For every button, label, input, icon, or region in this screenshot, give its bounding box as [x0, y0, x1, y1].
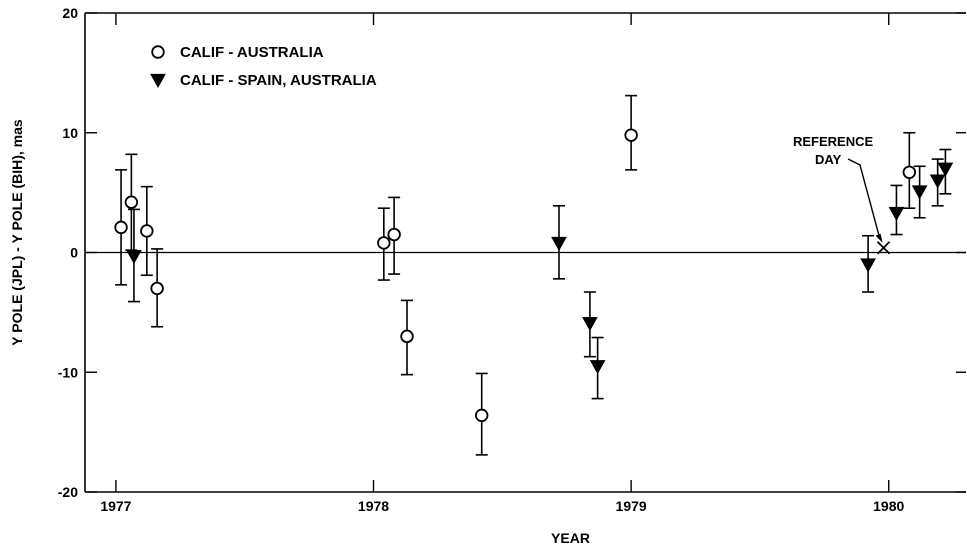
annotation-text: DAY	[815, 152, 842, 167]
y-tick-label: 20	[62, 5, 78, 21]
x-marker	[876, 241, 891, 255]
x-tick-label: 1978	[358, 498, 389, 514]
circle-marker	[624, 128, 638, 142]
circle-marker	[140, 224, 154, 238]
data-point	[582, 291, 598, 358]
annotation-arrow	[847, 158, 881, 238]
data-point	[902, 131, 917, 209]
x-tick-label: 1977	[100, 498, 131, 514]
y-axis-label: Y POLE (JPL) - Y POLE (BIH), mas	[9, 119, 25, 346]
data-point	[387, 196, 401, 275]
series-layer	[114, 94, 954, 456]
x-axis: 1977 1978 1979 1980	[100, 13, 904, 514]
circle-marker	[400, 329, 414, 344]
y-tick-label: -20	[58, 484, 78, 500]
data-point	[929, 158, 946, 207]
circle-marker	[475, 408, 489, 423]
circle-marker	[902, 165, 917, 179]
circle-marker	[387, 227, 401, 242]
triangle-marker	[888, 206, 905, 222]
circle-marker	[377, 236, 391, 250]
data-point	[937, 148, 954, 195]
data-point	[124, 153, 139, 251]
data-point	[377, 207, 391, 281]
legend-label: CALIF - SPAIN, AUSTRALIA	[180, 72, 377, 89]
x-tick-label: 1980	[873, 498, 904, 514]
annotation-arrowhead	[875, 233, 883, 243]
triangle-marker	[582, 317, 598, 332]
annotations: REFERENCE DAY	[793, 134, 891, 255]
data-point	[589, 336, 606, 400]
data-point	[475, 372, 489, 456]
legend-item: CALIF - AUSTRALIA	[151, 44, 324, 61]
circle-marker	[114, 220, 128, 235]
data-point	[400, 299, 414, 376]
y-axis: -20 -10 0 10 20	[58, 5, 966, 500]
y-tick-label: 0	[70, 245, 78, 261]
data-point	[140, 185, 154, 277]
legend-circle-icon	[151, 45, 165, 59]
triangle-marker	[929, 174, 946, 189]
legend-label: CALIF - AUSTRALIA	[180, 44, 324, 61]
triangle-marker	[937, 162, 954, 177]
triangle-marker	[551, 236, 567, 251]
data-point	[860, 234, 876, 293]
legend-item: CALIF - SPAIN, AUSTRALIA	[150, 72, 377, 89]
legend-triangle-icon	[150, 73, 166, 89]
annotation-text: REFERENCE	[793, 134, 874, 149]
triangle-marker	[589, 360, 606, 375]
y-tick-label: 10	[62, 125, 78, 141]
circle-marker	[124, 195, 139, 209]
legend: CALIF - AUSTRALIA CALIF - SPAIN, AUSTRALI…	[150, 44, 377, 89]
triangle-marker	[126, 249, 142, 265]
data-point	[624, 94, 638, 171]
series-2	[126, 148, 954, 400]
y-tick-label: -10	[58, 364, 78, 380]
series-1	[114, 94, 917, 456]
data-point	[126, 208, 142, 303]
data-point	[911, 165, 928, 219]
data-point	[114, 169, 128, 286]
reference-day-annotation: REFERENCE DAY	[793, 134, 891, 255]
data-point	[888, 184, 905, 236]
data-point	[150, 248, 164, 328]
data-point	[551, 204, 567, 280]
triangle-marker	[860, 258, 876, 273]
x-tick-label: 1979	[616, 498, 647, 514]
x-axis-label: YEAR	[551, 530, 590, 546]
triangle-marker	[911, 185, 928, 200]
circle-marker	[150, 281, 164, 296]
plot-frame	[84, 12, 966, 493]
